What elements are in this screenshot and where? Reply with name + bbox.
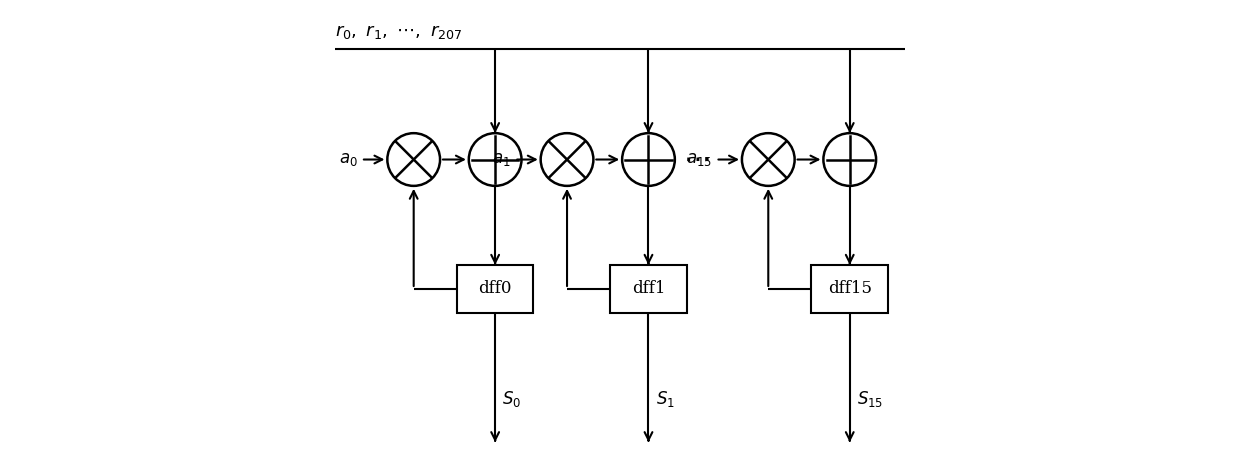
Text: dff15: dff15 (828, 280, 872, 297)
Text: $a_1$: $a_1$ (492, 151, 510, 168)
Text: dff1: dff1 (632, 280, 665, 297)
Text: $\cdots$: $\cdots$ (683, 146, 710, 173)
Text: $a_0$: $a_0$ (338, 151, 358, 168)
Text: dff0: dff0 (478, 280, 512, 297)
Text: $S_1$: $S_1$ (655, 389, 674, 409)
Text: $a_{15}$: $a_{15}$ (686, 151, 712, 168)
Text: $r_0,\ r_1,\ \cdots,\ r_{207}$: $r_0,\ r_1,\ \cdots,\ r_{207}$ (335, 23, 462, 41)
Text: $S_0$: $S_0$ (502, 389, 522, 409)
Text: $S_{15}$: $S_{15}$ (857, 389, 883, 409)
Bar (610, 265, 686, 313)
Bar (457, 265, 534, 313)
Bar (812, 265, 888, 313)
